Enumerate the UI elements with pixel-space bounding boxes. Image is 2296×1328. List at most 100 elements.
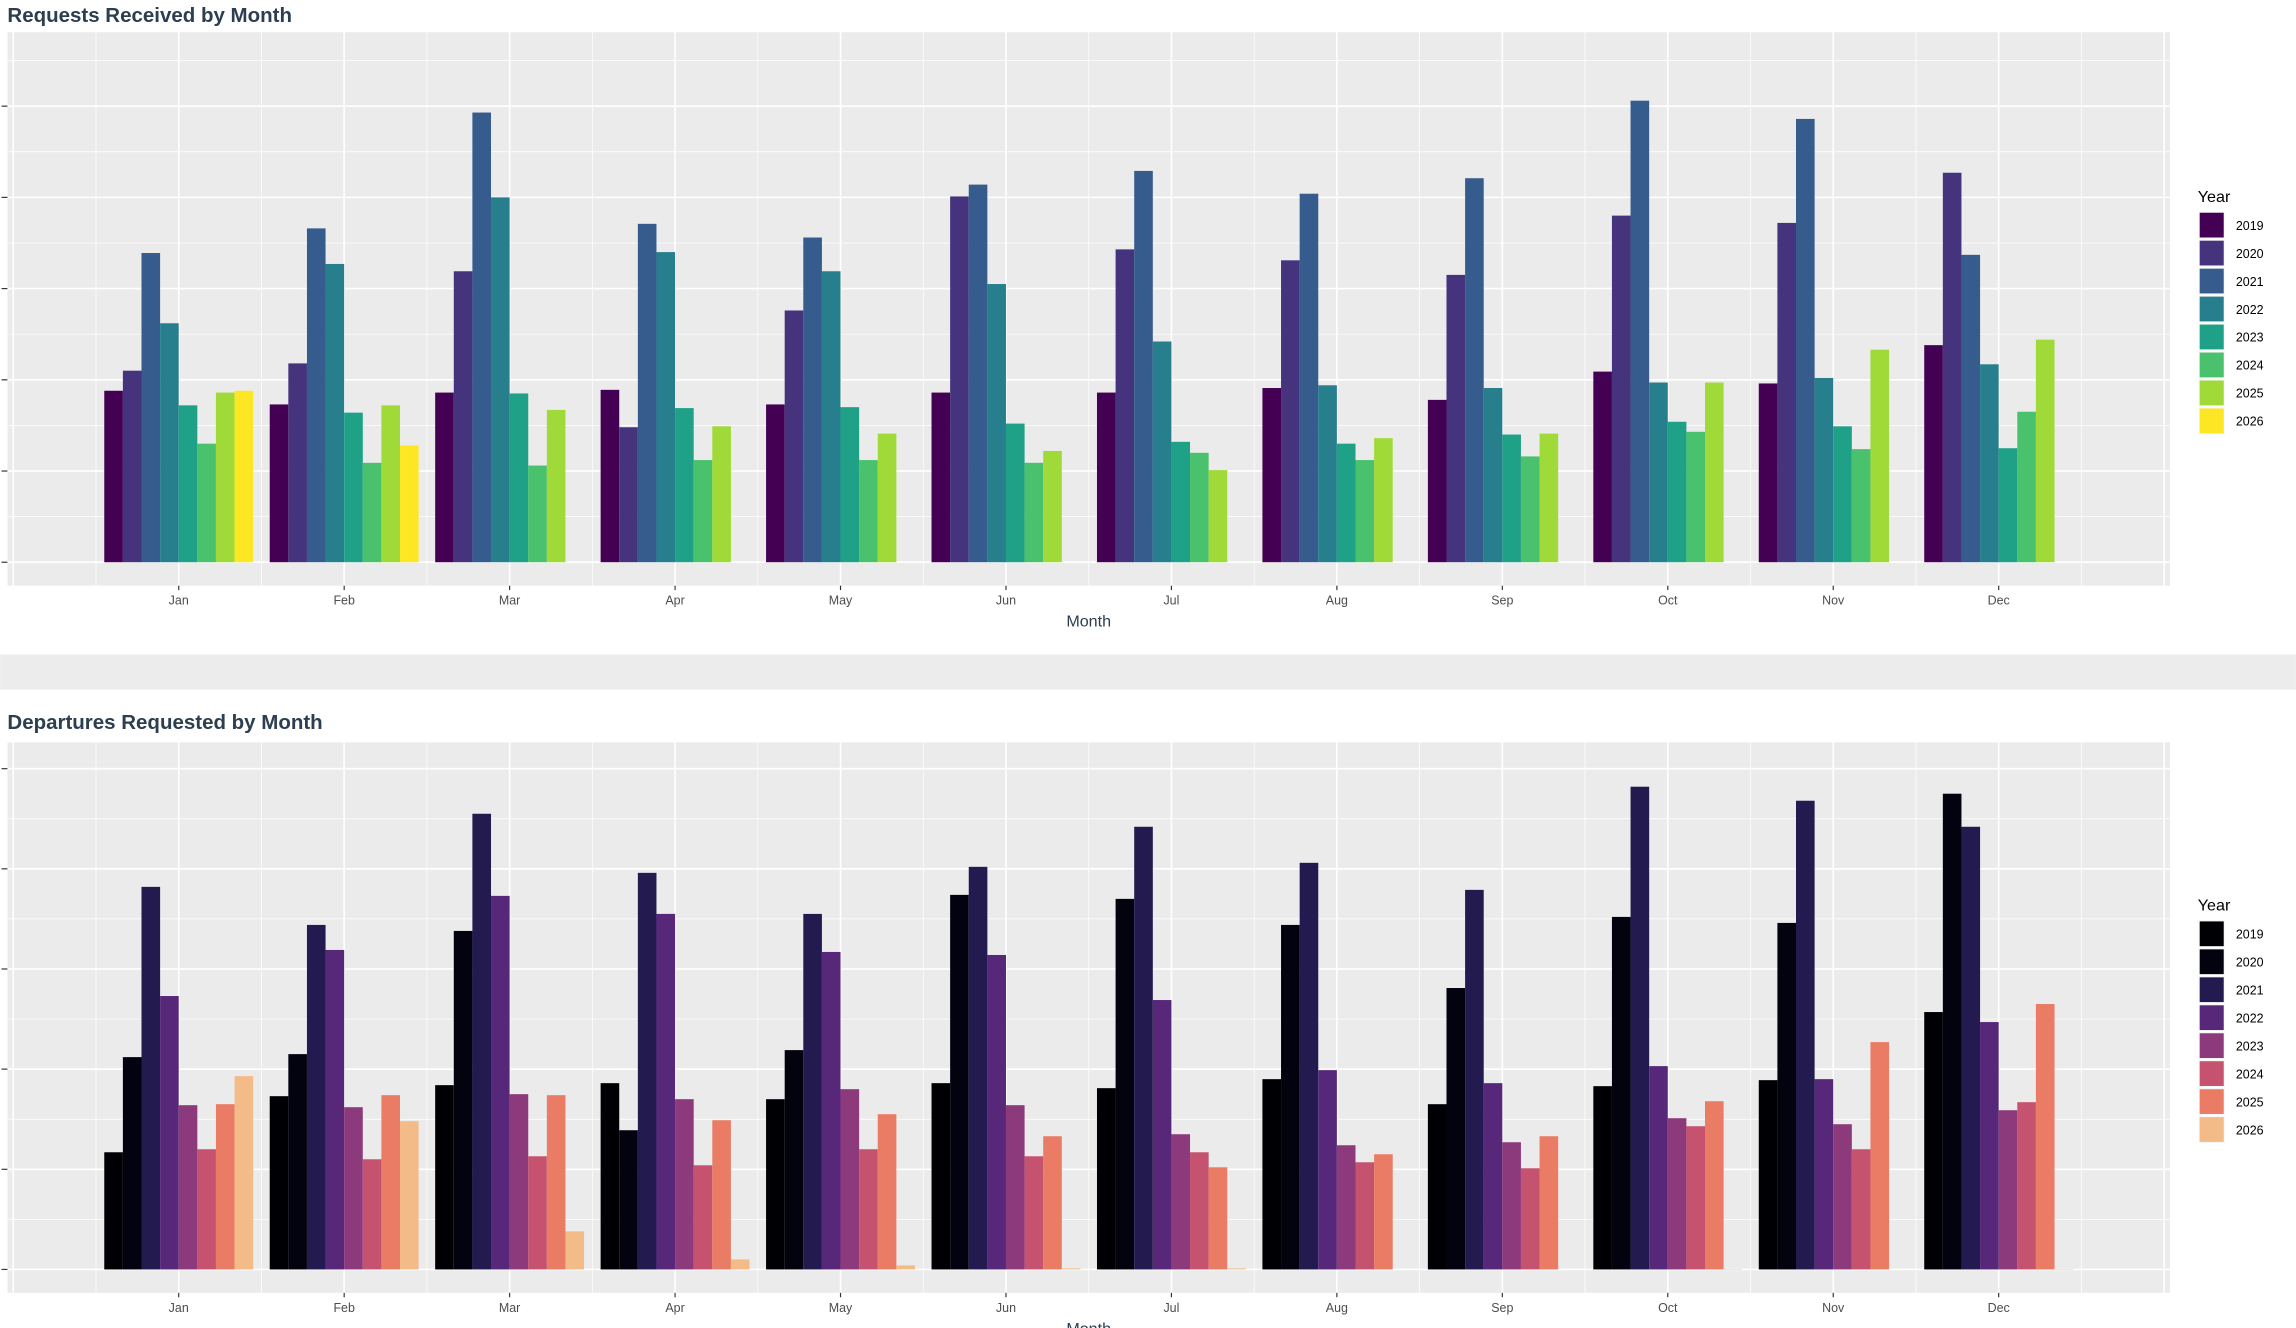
bar-jun-2023 [1005, 1105, 1025, 1270]
bar-apr-2020 [619, 427, 638, 563]
bar-may-2024 [859, 460, 878, 563]
x-tick-label: Dec [1988, 1301, 2010, 1315]
bar-nov-2019 [1758, 383, 1778, 563]
bar-dec-2020 [1942, 172, 1962, 563]
bar-oct-2019 [1593, 371, 1612, 563]
bar-jun-2026 [1061, 1268, 1081, 1270]
bar-apr-2020 [619, 1130, 638, 1270]
bar-jan-2019 [104, 390, 123, 563]
bar-oct-2025 [1705, 1101, 1724, 1270]
bar-jan-2024 [197, 443, 216, 563]
legend-label-2021: 2021 [2236, 983, 2264, 997]
legend-swatch-2024 [2198, 1060, 2225, 1087]
bar-mar-2025 [546, 1095, 566, 1270]
bar-dec-2023 [1998, 448, 2018, 563]
bar-may-2026 [896, 1265, 915, 1270]
bar-mar-2021 [472, 112, 492, 563]
x-tick-label: Jun [996, 1301, 1016, 1315]
bar-may-2024 [859, 1149, 878, 1270]
bar-jun-2020 [950, 894, 969, 1270]
bar-jul-2020 [1115, 249, 1135, 563]
bar-jan-2023 [178, 1105, 198, 1270]
bar-jan-2020 [122, 1057, 142, 1270]
bar-apr-2021 [637, 872, 657, 1270]
bar-mar-2021 [472, 813, 492, 1270]
bar-jul-2023 [1171, 441, 1191, 563]
bar-nov-2022 [1814, 377, 1834, 563]
bar-oct-2020 [1611, 916, 1631, 1270]
bar-dec-2022 [1980, 364, 1999, 563]
legend-title: Year [2198, 897, 2231, 915]
bar-mar-2023 [509, 393, 529, 563]
bar-feb-2022 [325, 949, 345, 1270]
x-tick-label: Mar [499, 1301, 520, 1315]
legend-label-2019: 2019 [2236, 928, 2264, 942]
x-tick-label: May [829, 1301, 853, 1315]
bar-jul-2025 [1208, 1167, 1228, 1270]
bar-mar-2026 [565, 1231, 585, 1270]
bar-jan-2023 [178, 405, 198, 563]
bar-may-2025 [877, 433, 897, 563]
bar-may-2022 [821, 271, 841, 563]
bar-feb-2019 [269, 404, 289, 563]
bar-sep-2020 [1446, 988, 1466, 1270]
bar-oct-2024 [1686, 1126, 1706, 1270]
bar-sep-2020 [1446, 274, 1466, 563]
bar-mar-2020 [453, 930, 473, 1270]
bar-dec-2025 [2035, 1004, 2055, 1270]
legend-swatch-2025 [2198, 1088, 2225, 1115]
legend-label-2026: 2026 [2236, 415, 2264, 429]
bar-jun-2024 [1024, 1156, 1044, 1270]
panel-separator [0, 654, 2296, 690]
bar-dec-2024 [2017, 411, 2036, 563]
x-tick-label: Aug [1326, 1301, 1348, 1315]
x-axis-title: Month [1066, 613, 1111, 631]
bar-aug-2022 [1318, 1070, 1337, 1270]
legend-label-2021: 2021 [2236, 275, 2264, 289]
x-tick-label: Oct [1658, 1301, 1678, 1315]
bar-oct-2020 [1611, 215, 1631, 563]
bar-oct-2023 [1667, 1118, 1687, 1270]
bar-jun-2025 [1043, 450, 1062, 563]
bar-jun-2024 [1024, 462, 1044, 563]
bar-oct-2025 [1705, 382, 1724, 563]
bar-sep-2022 [1483, 1083, 1503, 1270]
bar-jul-2022 [1152, 1000, 1172, 1270]
bar-sep-2025 [1539, 433, 1559, 563]
bar-feb-2023 [344, 1107, 363, 1270]
bar-feb-2019 [269, 1096, 289, 1270]
legend-label-2019: 2019 [2236, 219, 2264, 233]
bar-aug-2023 [1336, 1145, 1356, 1270]
bar-jul-2019 [1096, 1088, 1116, 1270]
legend-label-2025: 2025 [2236, 387, 2264, 401]
bar-jul-2025 [1208, 470, 1228, 563]
bar-dec-2024 [2017, 1102, 2036, 1270]
x-tick-label: Sep [1491, 594, 1513, 608]
bar-feb-2021 [306, 924, 326, 1270]
bar-apr-2019 [600, 389, 620, 563]
x-tick-label: Jul [1163, 1301, 1179, 1315]
bar-dec-2021 [1961, 254, 1981, 563]
bar-nov-2023 [1833, 426, 1852, 563]
bar-sep-2021 [1465, 889, 1484, 1270]
legend-swatch-2026 [2198, 1116, 2225, 1143]
legend-label-2025: 2025 [2236, 1095, 2264, 1109]
x-axis-title: Month [1066, 1320, 1111, 1328]
x-tick-label: Apr [665, 1301, 684, 1315]
bar-dec-2021 [1961, 826, 1981, 1270]
bar-jun-2019 [931, 1083, 951, 1270]
bar-mar-2020 [453, 271, 473, 563]
bar-dec-2026 [2054, 1268, 2074, 1270]
bar-mar-2019 [435, 1085, 454, 1270]
bar-feb-2024 [362, 462, 382, 563]
bar-feb-2026 [400, 445, 419, 563]
bar-aug-2024 [1355, 1162, 1375, 1270]
legend-swatch-2022 [2198, 1004, 2225, 1031]
legend-label-2022: 2022 [2236, 1011, 2264, 1025]
bar-aug-2025 [1374, 1154, 1393, 1270]
x-tick-label: Dec [1988, 594, 2010, 608]
bar-aug-2020 [1281, 924, 1300, 1270]
bar-nov-2021 [1796, 118, 1815, 563]
bar-oct-2022 [1649, 1066, 1668, 1270]
bar-feb-2025 [381, 405, 401, 563]
